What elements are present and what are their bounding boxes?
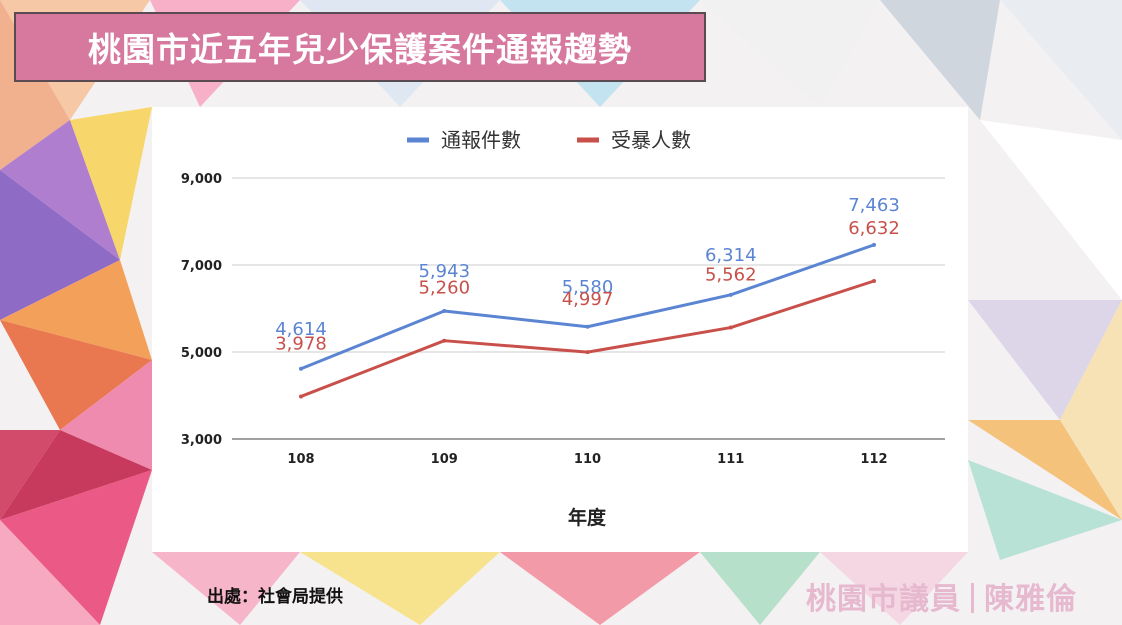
title-banner: 桃園市近五年兒少保護案件通報趨勢 [14, 12, 706, 82]
data-label: 5,260 [418, 278, 470, 299]
data-label: 4,997 [562, 289, 614, 310]
data-label: 5,943 [418, 261, 470, 282]
data-point [442, 338, 447, 343]
y-tick-label: 5,000 [181, 346, 222, 361]
data-label: 5,562 [705, 265, 757, 286]
data-point [872, 279, 876, 284]
y-tick-label: 3,000 [181, 433, 222, 448]
x-tick-label: 111 [717, 452, 744, 467]
data-point [299, 366, 303, 371]
watermark-name: 陳雅倫 [984, 582, 1077, 617]
data-point [442, 308, 447, 313]
data-label: 7,463 [848, 195, 900, 216]
data-point [728, 325, 733, 330]
x-tick-label: 109 [431, 452, 458, 467]
chart-card: 3,000 5,000 7,000 9,000 108 109 110 111 112 年度 通報件… [152, 107, 968, 552]
legend-label: 受暴人數 [611, 128, 691, 152]
data-label: 5,580 [562, 277, 614, 298]
x-axis-title: 年度 [568, 506, 607, 529]
x-tick-label: 112 [860, 452, 887, 467]
data-point [585, 350, 590, 355]
x-tick-label: 110 [574, 452, 601, 467]
y-tick-label: 7,000 [181, 259, 222, 274]
data-label: 6,632 [848, 218, 900, 239]
source-note: 出處：社會局提供 [207, 587, 343, 607]
data-point [585, 324, 590, 329]
x-tick-label: 108 [287, 452, 314, 467]
data-point [728, 292, 733, 297]
legend-label: 通報件數 [441, 128, 521, 152]
watermark: 桃園市議員 陳雅倫 [806, 574, 1077, 618]
data-point [299, 394, 303, 399]
watermark-divider [971, 583, 974, 613]
data-label: 6,314 [705, 245, 757, 266]
page-title: 桃園市近五年兒少保護案件通報趨勢 [88, 30, 632, 69]
data-point [872, 242, 876, 247]
data-label: 4,614 [275, 319, 327, 340]
line-chart: 3,000 5,000 7,000 9,000 108 109 110 111 112 年度 通報件… [181, 128, 945, 529]
y-tick-label: 9,000 [181, 172, 222, 187]
watermark-title: 桃園市議員 [806, 582, 961, 617]
data-label: 3,978 [275, 333, 327, 354]
